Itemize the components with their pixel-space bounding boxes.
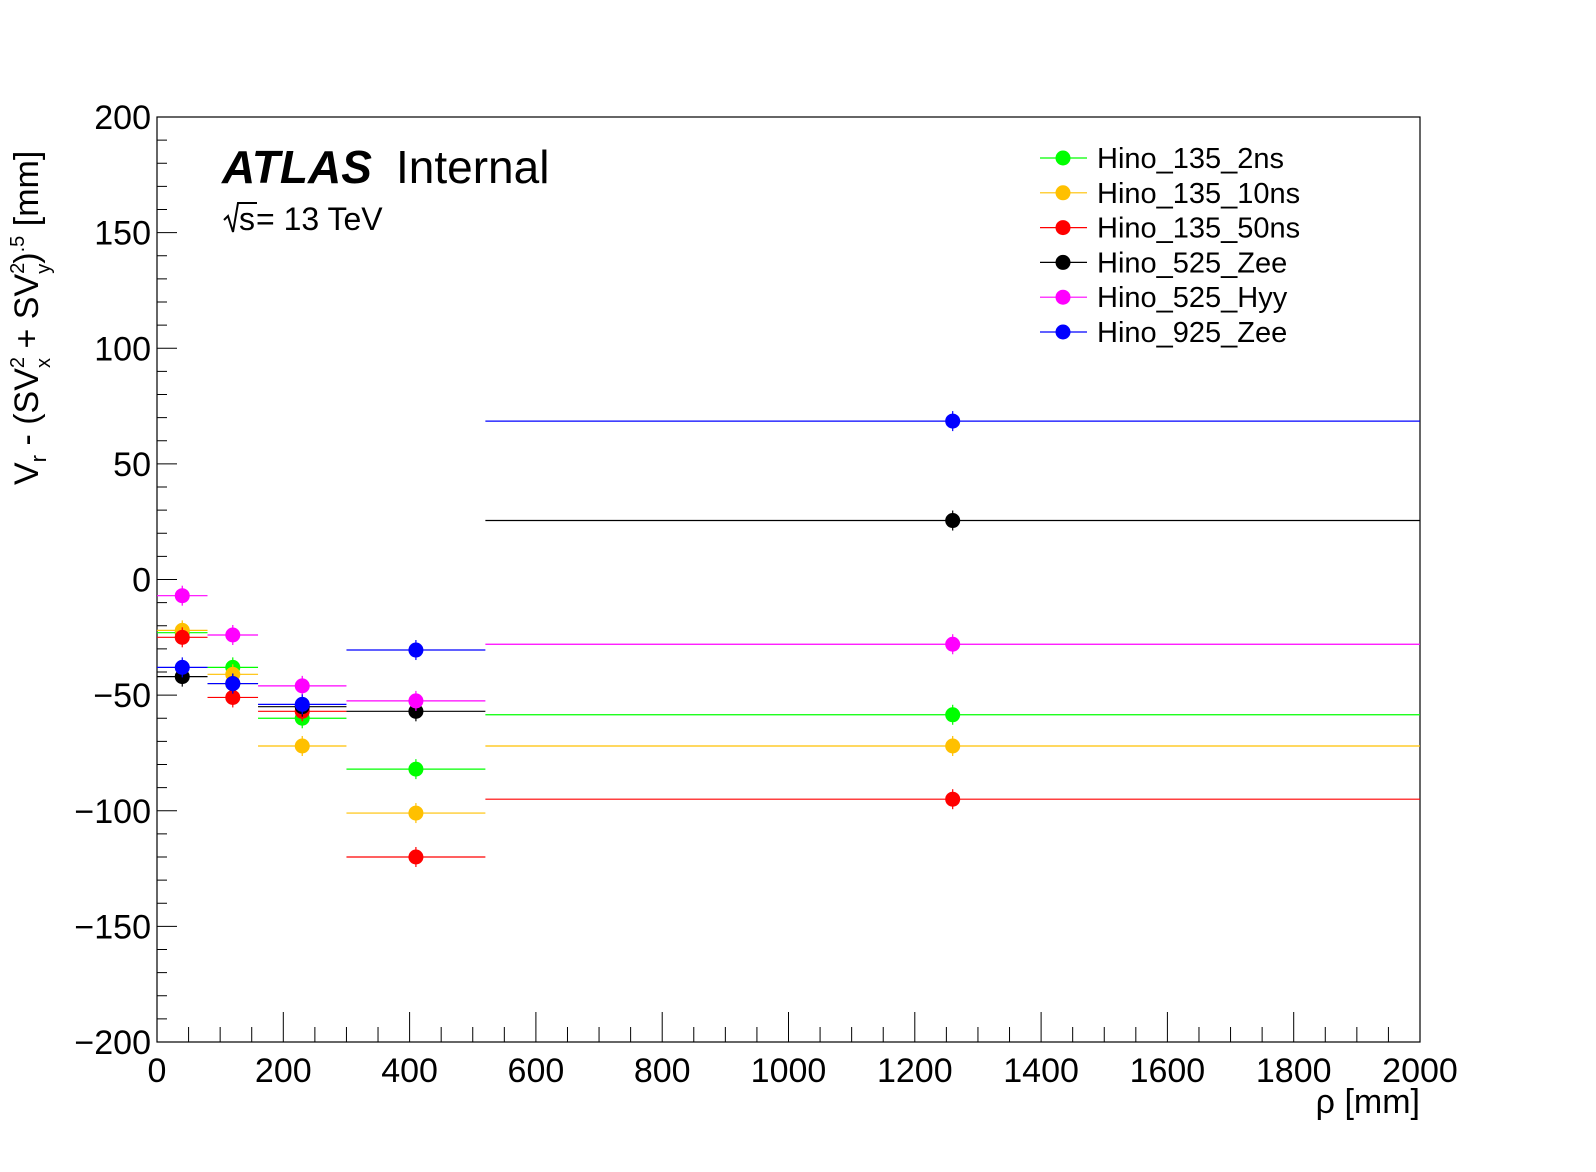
legend-label: Hino_925_Zee (1097, 317, 1287, 349)
series-Hino_135_10ns (157, 620, 1420, 824)
legend-entry: Hino_135_50ns (1040, 213, 1300, 245)
data-point (408, 642, 424, 658)
legend-label: Hino_525_Zee (1097, 247, 1287, 279)
energy-label: s = 13 TeV (223, 201, 383, 237)
atlas-label: ATLAS (221, 141, 372, 193)
data-point (294, 678, 310, 694)
legend: Hino_135_2nsHino_135_10nsHino_135_50nsHi… (1040, 143, 1300, 349)
x-tick-label: 400 (381, 1052, 438, 1090)
data-point (408, 693, 424, 709)
data-point (174, 588, 190, 604)
series-Hino_525_Zee (157, 510, 1420, 722)
x-tick-label: 1600 (1130, 1052, 1206, 1090)
data-point (174, 659, 190, 675)
x-tick-label: 800 (634, 1052, 691, 1090)
legend-marker (1055, 324, 1071, 340)
x-tick-label: 0 (148, 1052, 167, 1090)
legend-entry: Hino_135_10ns (1040, 178, 1300, 210)
legend-marker (1055, 150, 1071, 166)
svg-text:s: s (239, 201, 255, 237)
legend-label: Hino_135_2ns (1097, 143, 1284, 175)
data-point (945, 413, 961, 429)
legend-marker (1055, 254, 1071, 270)
x-tick-label: 200 (255, 1052, 312, 1090)
data-point (945, 513, 961, 529)
internal-label: Internal (396, 141, 549, 193)
series-Hino_525_Hyy (157, 585, 1420, 711)
y-tick-label: 50 (113, 446, 151, 484)
data-point (945, 636, 961, 652)
legend-entry: Hino_135_2ns (1040, 143, 1284, 175)
y-tick-label: 150 (94, 215, 151, 253)
series-Hino_925_Zee (157, 411, 1420, 715)
data-point (945, 707, 961, 723)
legend-entry: Hino_525_Hyy (1040, 282, 1288, 314)
legend-entry: Hino_525_Zee (1040, 247, 1287, 279)
y-tick-label: −50 (93, 677, 151, 715)
data-point (225, 676, 241, 692)
legend-marker (1055, 185, 1071, 201)
data-point (408, 849, 424, 865)
data-point (408, 805, 424, 821)
y-tick-label: 200 (94, 99, 151, 137)
y-tick-label: −100 (74, 793, 151, 831)
legend-entry: Hino_925_Zee (1040, 317, 1287, 349)
y-tick-label: 0 (132, 562, 151, 600)
legend-marker (1055, 220, 1071, 236)
data-point (945, 738, 961, 754)
data-point (294, 738, 310, 754)
axes: 0 200 400 600 800 1000 1200 1400 1600 1800 2000−20… (74, 99, 1457, 1090)
x-tick-label: 1800 (1256, 1052, 1332, 1090)
legend-label: Hino_525_Hyy (1097, 282, 1288, 314)
y-tick-label: −200 (74, 1024, 151, 1062)
x-tick-label: 1200 (877, 1052, 953, 1090)
data-point (225, 627, 241, 643)
x-tick-label: 1400 (1003, 1052, 1079, 1090)
sqrt-icon (223, 202, 257, 233)
svg-text:= 13 TeV: = 13 TeV (256, 201, 383, 237)
data-point (408, 761, 424, 777)
y-axis-title: Vr - (SV2 x + SV2 y).5 [mm] (7, 151, 55, 485)
legend-marker (1055, 289, 1071, 305)
data-point (408, 703, 424, 719)
legend-label: Hino_135_50ns (1097, 213, 1300, 245)
data-point (225, 689, 241, 705)
data-series (157, 411, 1420, 867)
y-tick-label: 100 (94, 330, 151, 368)
y-tick-label: −150 (74, 908, 151, 946)
data-point (945, 791, 961, 807)
x-tick-label: 600 (508, 1052, 565, 1090)
series-Hino_135_50ns (157, 627, 1420, 867)
x-tick-label: 2000 (1382, 1052, 1458, 1090)
data-point (294, 696, 310, 712)
data-point (174, 629, 190, 645)
legend-label: Hino_135_10ns (1097, 178, 1300, 210)
x-axis-title: ρ [mm] (1316, 1083, 1420, 1121)
x-tick-label: 1000 (751, 1052, 827, 1090)
